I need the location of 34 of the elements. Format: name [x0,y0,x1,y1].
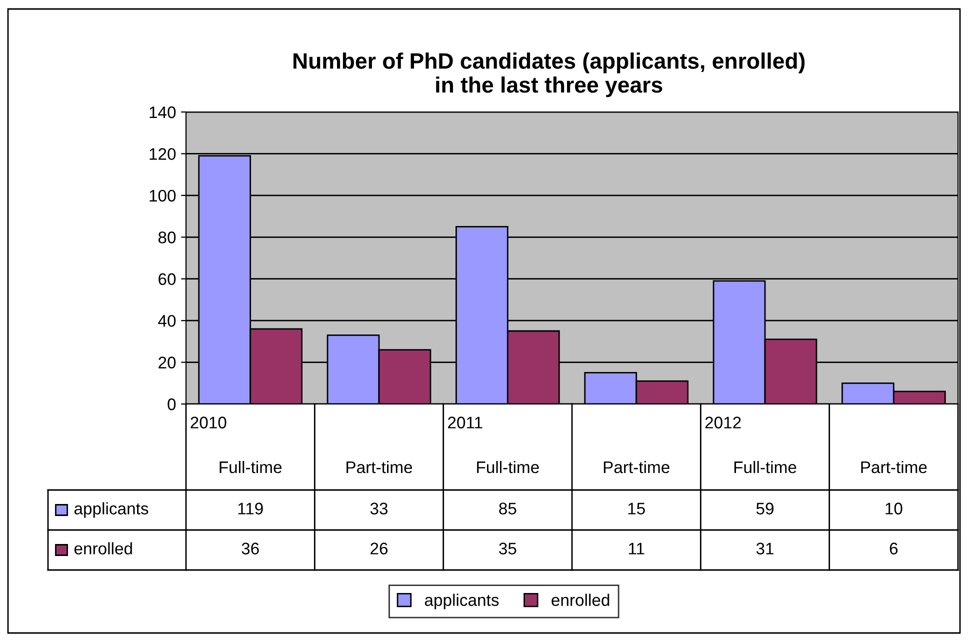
y-tick-label: 60 [158,273,176,286]
text: enrolled [552,594,610,606]
data-label: 119 [238,502,263,514]
text: 2011 [448,416,482,428]
data-label: 26 [370,542,388,554]
data-label: 36 [242,542,259,554]
data-label: 31 [756,542,774,554]
text: 2010 [190,416,226,428]
x-tick-label: Full-time [734,460,796,474]
data-label: 11 [628,542,644,554]
data-label: 15 [628,502,645,514]
y-tick-label: 40 [158,314,176,327]
data-label: 85 [499,502,516,514]
legend-label: applicants [74,502,148,518]
legend-label: enrolled [74,542,132,554]
x-tick-label: Full-time [220,460,282,474]
data-label: 33 [370,502,388,514]
chart-title: Number of PhD candidates (applicants, enrolled) in the last three years [294,52,805,98]
y-tick-label: 140 [150,106,176,118]
data-label: 35 [499,542,516,554]
x-tick-label: Part-time [861,460,927,474]
x-tick-label: Full-time [477,460,539,474]
y-tick-label: 80 [158,232,176,244]
y-tick-label: 100 [150,190,176,202]
text: 2012 [705,416,741,428]
text: applicants [424,594,499,610]
y-tick-label: 0 [168,398,176,410]
data-label: 10 [886,502,902,514]
data-label: 59 [756,502,774,514]
data-label: 6 [890,542,898,554]
y-tick-label: 20 [158,356,176,368]
x-tick-label: Part-time [604,460,670,474]
y-tick-label: 120 [150,148,176,160]
x-tick-label: Part-time [346,460,412,474]
